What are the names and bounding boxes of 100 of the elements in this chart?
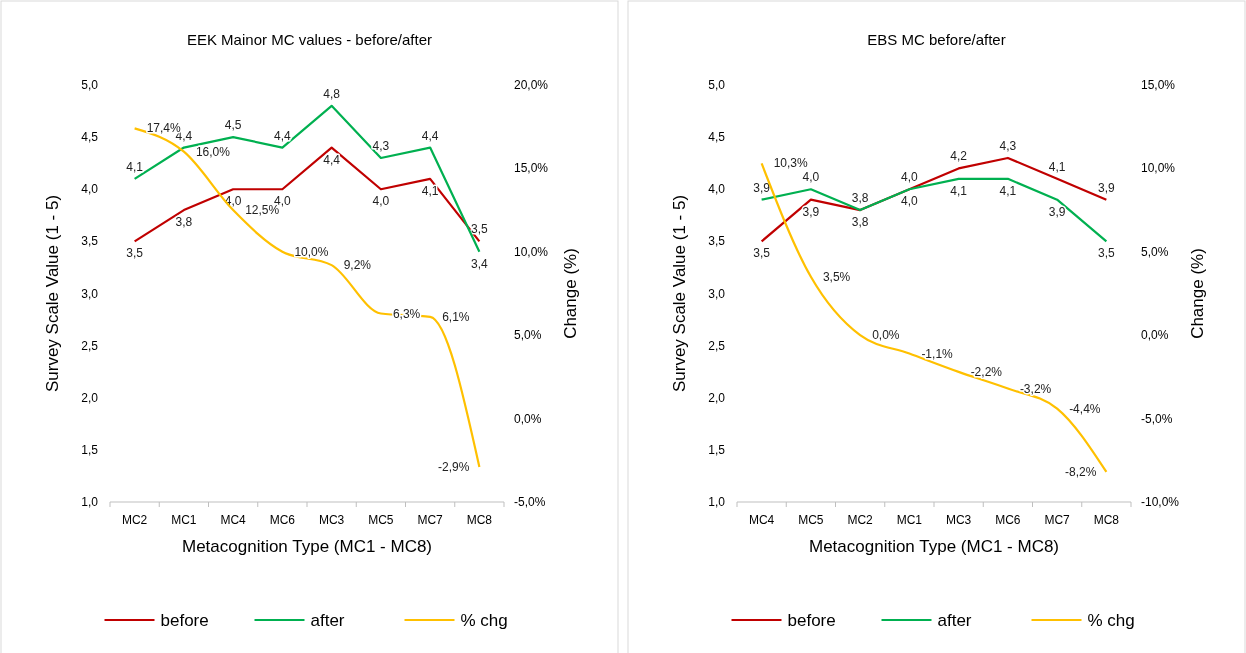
data-label: 4,0 — [901, 170, 919, 185]
y-tick-label: 4,0 — [81, 182, 99, 197]
x-tick-label: MC4 — [748, 513, 775, 527]
legend-label: after — [937, 611, 972, 630]
y-axis-title: Survey Scale Value (1 - 5) — [670, 194, 689, 393]
y-tick-label: 4,5 — [708, 130, 726, 145]
x-tick-label: MC6 — [995, 513, 1021, 527]
legend-label: % chg — [460, 611, 508, 630]
y2-tick-label: 5,0% — [514, 328, 542, 343]
x-axis-title: Metacognition Type (MC1 - MC8) — [808, 537, 1060, 556]
y2-tick-label: -5,0% — [1141, 411, 1173, 426]
data-label: 4,4 — [274, 128, 292, 143]
x-tick-label: MC5 — [798, 513, 824, 527]
data-label: 4,0 — [372, 194, 390, 209]
chart-title: EEK Mainor MC values - before/after — [186, 31, 433, 48]
y2-tick-label: 10,0% — [514, 244, 549, 259]
data-label: -3,2% — [1019, 381, 1052, 396]
data-label: 3,5 — [753, 246, 771, 261]
data-label: -2,9% — [438, 459, 470, 474]
data-label: 3,8 — [851, 215, 869, 230]
y-tick-label: 1,0 — [81, 495, 99, 509]
data-label: 4,4 — [323, 152, 341, 167]
data-label: 4,1 — [126, 159, 144, 174]
data-label: 4,0 — [901, 194, 919, 209]
data-label: 4,1 — [421, 183, 439, 198]
data-label: 4,2 — [950, 149, 968, 164]
y2-axis-title: Change (%) — [561, 248, 580, 339]
y-axis-title: Survey Scale Value (1 - 5) — [43, 194, 62, 393]
y-tick-label: 5,0 — [708, 78, 726, 92]
x-tick-label: MC1 — [896, 513, 923, 527]
data-label: 3,9 — [1048, 204, 1066, 219]
y-tick-label: 3,0 — [81, 286, 99, 301]
data-label: 16,0% — [195, 144, 231, 159]
x-tick-label: MC2 — [847, 513, 874, 527]
x-tick-label: MC6 — [269, 513, 296, 527]
y2-tick-label: -5,0% — [514, 495, 546, 509]
x-tick-label: MC3 — [318, 513, 345, 527]
y-tick-label: 5,0 — [81, 78, 99, 92]
data-label: -1,1% — [921, 346, 954, 361]
data-label: 4,8 — [323, 86, 341, 101]
data-label: 3,5 — [126, 246, 144, 261]
data-label: 3,4 — [471, 256, 489, 271]
x-tick-label: MC5 — [368, 513, 394, 527]
y-tick-label: 2,0 — [708, 390, 726, 405]
y-tick-label: 2,5 — [81, 338, 99, 353]
legend-label: after — [310, 611, 345, 630]
y-tick-label: 4,5 — [81, 130, 99, 145]
x-tick-label: MC8 — [466, 513, 493, 527]
data-label: 0,0% — [872, 328, 900, 343]
y2-tick-label: 15,0% — [1141, 78, 1176, 92]
y2-tick-label: -10,0% — [1141, 495, 1180, 509]
chart-title: EBS MC before/after — [867, 31, 1006, 48]
y-tick-label: 4,0 — [708, 182, 726, 197]
x-tick-label: MC7 — [417, 513, 444, 527]
y-tick-label: 1,0 — [708, 495, 726, 509]
legend-label: before — [787, 611, 836, 630]
data-label: 4,1 — [999, 183, 1017, 198]
y2-tick-label: 0,0% — [514, 411, 542, 426]
data-label: 3,8 — [851, 191, 869, 206]
data-label: 4,0 — [802, 170, 820, 185]
x-tick-label: MC4 — [220, 513, 247, 527]
x-axis-title: Metacognition Type (MC1 - MC8) — [181, 537, 433, 556]
y2-tick-label: 15,0% — [514, 161, 549, 176]
data-label: 9,2% — [343, 258, 372, 273]
x-tick-label: MC2 — [121, 513, 148, 527]
y2-tick-label: 0,0% — [1141, 328, 1169, 343]
y2-tick-label: 20,0% — [514, 78, 549, 92]
data-label: 3,8 — [175, 215, 193, 230]
data-label: 3,9 — [1098, 180, 1116, 195]
x-tick-label: MC8 — [1093, 513, 1120, 527]
data-label: 3,5 — [471, 222, 489, 237]
data-label: 4,3 — [372, 138, 390, 153]
y-tick-label: 3,5 — [708, 234, 726, 249]
data-label: 4,3 — [999, 138, 1017, 153]
data-label: 3,5 — [1098, 246, 1116, 261]
x-tick-label: MC3 — [945, 513, 972, 527]
data-label: -8,2% — [1065, 464, 1097, 479]
y-tick-label: 1,5 — [81, 442, 99, 457]
data-label: -2,2% — [970, 364, 1003, 379]
data-label: 4,5 — [224, 118, 242, 133]
data-label: 10,0% — [294, 244, 329, 259]
legend-label: % chg — [1087, 611, 1135, 630]
x-tick-label: MC1 — [171, 513, 197, 527]
data-label: 3,9 — [753, 180, 771, 195]
data-label: 6,1% — [442, 309, 470, 324]
data-label: 4,1 — [1048, 159, 1066, 174]
y-tick-label: 3,0 — [708, 286, 726, 301]
data-label: 10,3% — [773, 156, 808, 171]
x-tick-label: MC7 — [1044, 513, 1071, 527]
y-tick-label: 2,5 — [708, 338, 726, 353]
y-tick-label: 1,5 — [708, 442, 726, 457]
y-tick-label: 2,0 — [81, 390, 99, 405]
data-label: 3,5% — [822, 269, 851, 284]
data-label: -4,4% — [1069, 401, 1101, 416]
data-label: 3,9 — [802, 204, 820, 219]
y2-tick-label: 10,0% — [1141, 161, 1176, 176]
data-label: 12,5% — [245, 203, 280, 218]
data-label: 4,0 — [224, 194, 242, 209]
y2-axis-title: Change (%) — [1188, 248, 1207, 339]
y2-tick-label: 5,0% — [1141, 244, 1169, 259]
